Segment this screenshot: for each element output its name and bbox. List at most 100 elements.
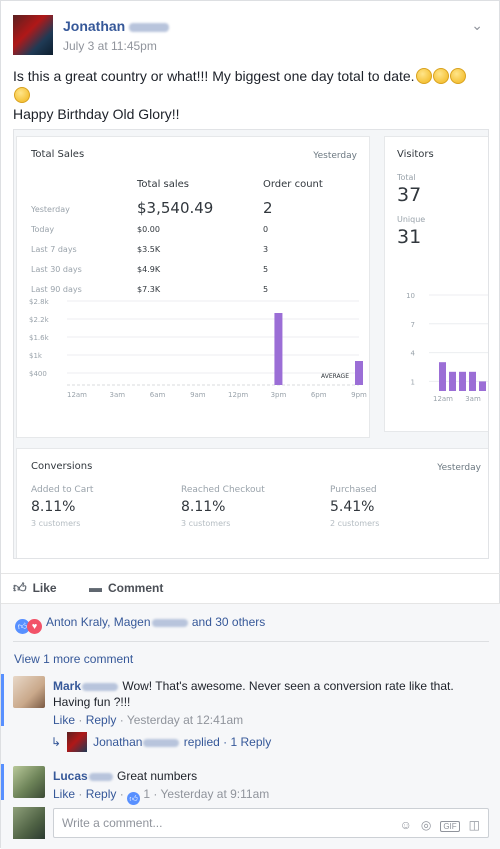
post-text-line1: Is this a great country or what!!! My bi… (13, 68, 415, 84)
y-tick-label: 10 (406, 292, 415, 300)
y-tick-label: $2.2k (29, 316, 50, 324)
comment-label: Comment (108, 581, 164, 595)
like-button[interactable]: 👍︎ Like (13, 580, 57, 596)
view-more-comments-link[interactable]: View 1 more comment (14, 652, 134, 666)
visitors-bar (459, 371, 466, 391)
replier-name: Jonathan (93, 735, 143, 749)
divider (13, 641, 489, 642)
emoji-icon[interactable]: ☺ (399, 818, 412, 832)
dashboard-screenshot[interactable]: Total Sales Yesterday Total sales Order … (13, 129, 489, 559)
visitors-bar (479, 381, 486, 391)
reply-count: 1 Reply (230, 735, 272, 749)
row-total: $0.00 (137, 225, 160, 234)
composer-icons: ☺ ◎ GIF ◫ (391, 818, 480, 832)
reply-thread-link[interactable]: ↳ Jonathan replied · 1 Reply (51, 732, 271, 752)
post-actions: 👍︎ Like ▬ Comment (1, 573, 500, 601)
conv-value: 5.41% (330, 499, 375, 515)
like-label: Like (32, 581, 57, 595)
gif-icon[interactable]: GIF (440, 821, 460, 832)
row-orders: 5 (263, 285, 269, 294)
replier-avatar (67, 732, 88, 752)
x-tick-label: 6am (150, 391, 166, 399)
grinning-emoji-icon (449, 68, 466, 84)
row-orders: 2 (263, 199, 273, 217)
redacted-surname (143, 738, 180, 747)
row-label: Last 90 days (31, 285, 82, 294)
comment-reply-link[interactable]: Reply (85, 713, 117, 727)
post-text-line3: Happy Birthday Old Glory!! (13, 106, 180, 122)
average-label: AVERAGE (321, 373, 349, 380)
row-total: $3.5K (137, 245, 161, 254)
row-label: Today (31, 225, 55, 234)
comment-button[interactable]: ▬ Comment (89, 580, 163, 595)
money-face-emoji-icon (432, 68, 449, 84)
comment-time[interactable]: Yesterday at 9:11am (160, 787, 270, 801)
x-tick-label: 3pm (271, 391, 287, 399)
conv-value: 8.11% (181, 499, 226, 515)
x-tick-label: 3am (465, 395, 481, 403)
comment-like-link[interactable]: Like (53, 713, 76, 727)
reactions-summary[interactable]: 👍︎ ♥ Anton Kraly, Magen and 30 others (15, 615, 265, 634)
y-tick-label: 1 (411, 378, 415, 386)
reply-arrow-icon: ↳ (51, 735, 62, 749)
author-name[interactable]: Jonathan (63, 18, 170, 34)
comment-time[interactable]: Yesterday at 12:41am (126, 713, 244, 727)
sales-period: Yesterday (313, 151, 357, 161)
row-total: $3,540.49 (137, 199, 214, 217)
row-label: Last 30 days (31, 265, 82, 274)
post-header: Jonathan July 3 at 11:45pm ⌄ (13, 15, 483, 57)
visitors-bar-chart: 1 4 7 10 12am 3am (406, 292, 488, 403)
commenter-avatar[interactable] (13, 766, 45, 798)
conversions-panel: Conversions Yesterday Added to Cart 8.11… (16, 448, 488, 558)
conv-label: Added to Cart (31, 485, 94, 495)
visitors-panel: Visitors Total 37 Unique 31 1 4 7 10 12am 3am (384, 136, 488, 432)
redacted-surname (151, 618, 188, 627)
y-tick-label: 7 (411, 321, 415, 329)
conv-label: Reached Checkout (181, 485, 265, 495)
conv-label: Purchased (330, 485, 377, 495)
camera-icon[interactable]: ◎ (420, 818, 432, 832)
comment-body: Lucas Great numbers Like · Reply · 👍︎ 1 … (53, 768, 483, 805)
reply-action: replied (183, 735, 220, 749)
visitors-total-value: 37 (397, 184, 422, 206)
commenter-name[interactable]: Lucas (53, 769, 114, 783)
visitors-unique-value: 31 (397, 226, 422, 248)
comment-like-link[interactable]: Like (53, 787, 76, 801)
conv-value: 8.11% (31, 499, 76, 515)
commenter-avatar[interactable] (13, 676, 45, 708)
col-total-sales: Total sales (137, 179, 190, 190)
conversions-title: Conversions (31, 461, 93, 472)
row-orders: 0 (263, 225, 269, 234)
comment-input[interactable]: Write a comment... ☺ ◎ GIF ◫ (53, 808, 489, 838)
conv-sub: 3 customers (181, 519, 231, 528)
chevron-down-icon[interactable]: ⌄ (471, 17, 483, 33)
post-timestamp[interactable]: July 3 at 11:45pm (63, 39, 157, 53)
comment-like-count[interactable]: 1 (143, 787, 151, 801)
comments-section: 👍︎ ♥ Anton Kraly, Magen and 30 others View… (1, 603, 500, 849)
y-tick-label: $400 (29, 370, 47, 378)
author-avatar[interactable] (13, 15, 53, 55)
y-tick-label: $1.6k (29, 334, 50, 342)
x-tick-label: 12am (67, 391, 87, 399)
comment-reply-link[interactable]: Reply (85, 787, 117, 801)
row-orders: 5 (263, 265, 269, 274)
reactors-names: Anton Kraly, Magen (46, 615, 151, 629)
row-total: $4.9K (137, 265, 161, 274)
row-total: $7.3K (137, 285, 161, 294)
redacted-surname (129, 22, 170, 32)
unread-indicator (1, 764, 4, 800)
total-sales-panel: Total Sales Yesterday Total sales Order … (16, 136, 370, 438)
comment-input-placeholder: Write a comment... (62, 816, 163, 830)
redacted-surname (82, 682, 119, 691)
y-tick-label: $1k (29, 352, 43, 360)
like-reaction-icon: 👍︎ (15, 619, 30, 634)
visitors-title: Visitors (397, 149, 434, 160)
y-tick-label: 4 (411, 350, 416, 358)
comment-text: Great numbers (117, 769, 198, 783)
commenter-name[interactable]: Mark (53, 679, 119, 693)
visitors-bar (469, 371, 476, 391)
viewer-avatar (13, 807, 45, 839)
x-tick-label: 9am (190, 391, 206, 399)
sticker-icon[interactable]: ◫ (468, 818, 480, 832)
